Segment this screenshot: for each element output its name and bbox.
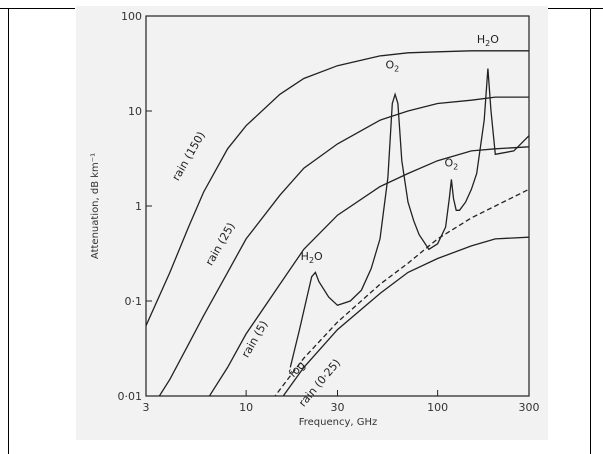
series-labels: rain (150)rain (25)rain (5)rain (0·25)fo… (169, 129, 343, 409)
series-rain-150-line (146, 50, 529, 326)
x-tick-label: 30 (331, 401, 345, 414)
figure-panel: 0·01 0·1 1 10 100 3 10 30 100 300 O2 H2O O2 H2O rai… (76, 6, 548, 440)
y-axis-label: Attenuation, dB km⁻¹ (90, 153, 101, 259)
y-tick-label: 0·01 (118, 390, 143, 403)
chart-curves (146, 50, 529, 396)
series-label-rain-150: rain (150) (169, 129, 207, 183)
peak-annotation: O2 (445, 157, 459, 172)
x-tick-label: 300 (519, 401, 540, 414)
series-rain-25-line (158, 96, 529, 396)
peak-annotation: O2 (385, 59, 399, 74)
series-fog-line (274, 188, 529, 396)
series-label-rain-25: rain (25) (203, 220, 238, 268)
peak-annotation: H2O (301, 250, 323, 265)
frame-right-line (590, 8, 591, 454)
plot-frame (145, 15, 530, 397)
x-tick-label: 3 (143, 401, 150, 414)
y-tick-label: 10 (128, 105, 142, 118)
x-axis-label: Frequency, GHz (299, 417, 378, 428)
series-rain-5-line (208, 146, 529, 396)
x-axis-ticks: 3 10 30 100 300 (143, 390, 540, 414)
y-tick-label: 1 (135, 200, 142, 213)
y-tick-label: 0·1 (125, 295, 143, 308)
y-axis-ticks: 0·01 0·1 1 10 100 (118, 10, 152, 403)
y-tick-label: 100 (121, 10, 142, 23)
series-rain-0-25-line (282, 236, 529, 396)
chart-annotations: O2 H2O O2 H2O (301, 33, 500, 265)
peak-annotation: H2O (477, 33, 499, 48)
x-tick-label: 10 (239, 401, 253, 414)
series-gases-line (289, 68, 529, 368)
x-tick-label: 100 (427, 401, 448, 414)
frame-left-line (8, 8, 9, 454)
attenuation-chart: 0·01 0·1 1 10 100 3 10 30 100 300 O2 H2O O2 H2O rai… (90, 10, 540, 428)
frame-top-right-line (548, 8, 603, 9)
frame-top-left-line (0, 8, 75, 9)
